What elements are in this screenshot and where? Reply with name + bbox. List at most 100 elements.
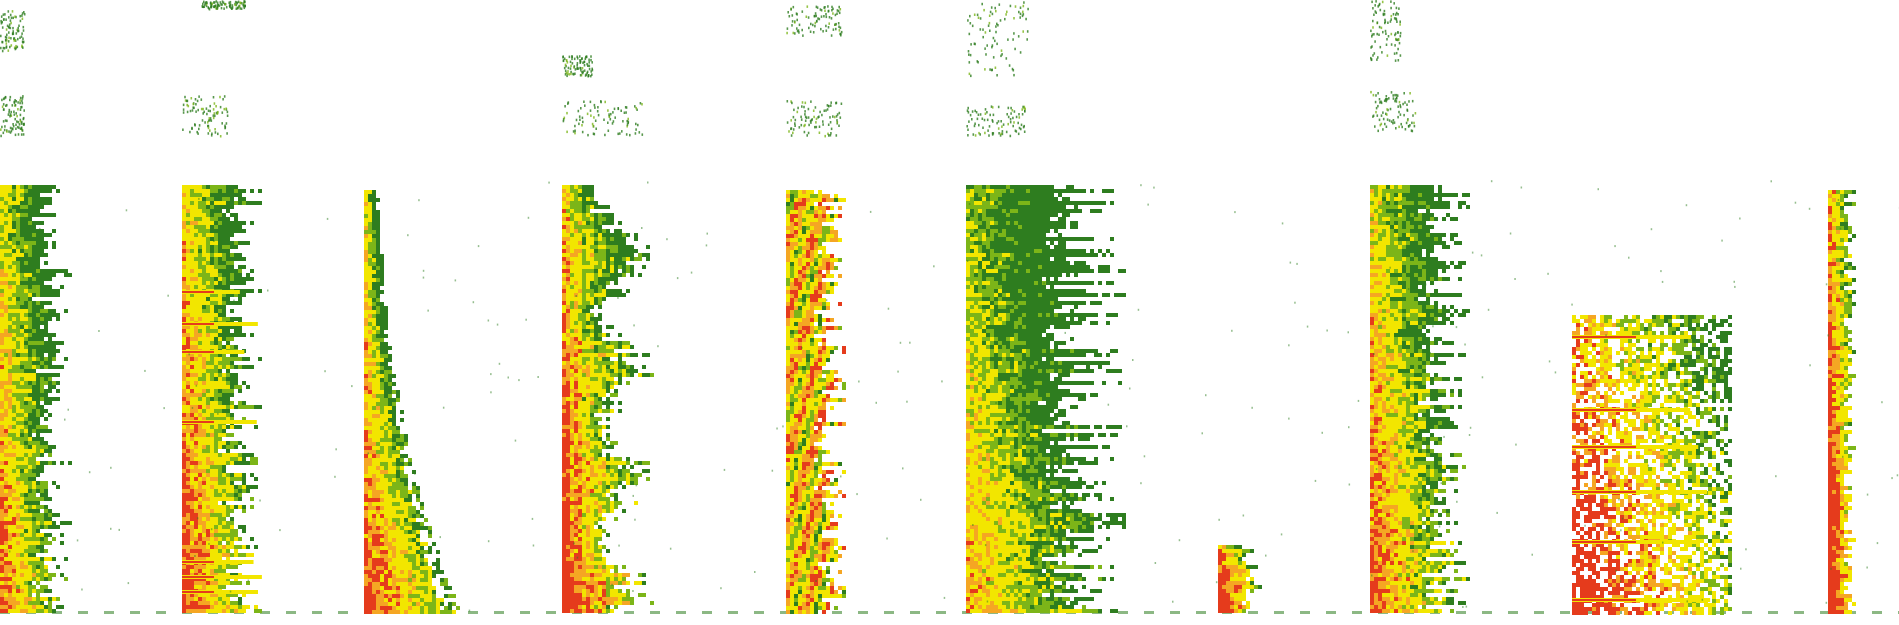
spectro-cell	[4, 481, 8, 485]
spectro-cell	[48, 577, 52, 581]
spectro-cell	[8, 365, 12, 369]
spectro-cell	[12, 193, 16, 197]
spectro-cell	[202, 521, 206, 525]
spectro-cell	[230, 273, 234, 277]
upper-band-speck	[19, 113, 22, 117]
spectro-cell	[226, 541, 230, 545]
spectro-cell	[230, 497, 234, 501]
spectro-cell	[424, 590, 428, 594]
spectro-cell	[376, 554, 380, 558]
spectro-cell	[36, 513, 40, 517]
spectro-cell	[16, 221, 20, 225]
spectro-cell	[182, 309, 186, 313]
spectro-cell	[52, 273, 56, 277]
spectro-cell	[452, 602, 456, 606]
spectro-cell	[8, 377, 12, 381]
spectro-cell	[222, 593, 226, 597]
spectro-cell	[396, 570, 400, 574]
upper-band-speck	[641, 133, 644, 136]
spectro-cell	[396, 454, 400, 458]
spectro-cell	[0, 221, 4, 225]
spectro-cell	[32, 337, 36, 341]
spectro-cell	[226, 401, 230, 405]
spectro-cell	[210, 457, 214, 461]
spectro-cell	[412, 558, 416, 562]
spectro-cell	[194, 353, 198, 357]
spectro-cell	[48, 293, 52, 297]
spectro-cell	[562, 257, 566, 261]
spectro-cell	[380, 458, 384, 462]
spectro-cell	[218, 525, 222, 529]
spectro-cell	[4, 541, 8, 545]
spectro-cell	[380, 606, 384, 610]
spectro-cell	[8, 465, 12, 469]
spectro-cell	[412, 586, 416, 590]
spectro-cell	[218, 345, 222, 349]
spectro-cell	[32, 597, 36, 601]
spectro-cell	[194, 361, 198, 365]
spectro-cell	[202, 601, 206, 605]
spectro-cell	[206, 501, 210, 505]
spectro-cell	[52, 573, 56, 577]
spectro-cell	[32, 421, 36, 425]
spectro-cell	[388, 450, 392, 454]
upper-band-speck	[20, 106, 22, 109]
spectro-cell	[234, 545, 238, 549]
spectro-cell	[408, 562, 412, 566]
spectro-cell	[182, 537, 186, 541]
spectro-cell	[400, 578, 404, 582]
upper-band-speck	[22, 133, 25, 136]
spectro-cell	[590, 193, 594, 197]
spectro-cell	[218, 569, 222, 573]
spectro-cell	[8, 353, 12, 357]
spectro-cell	[412, 610, 416, 614]
spectro-cell	[202, 313, 206, 317]
spectro-cell	[206, 605, 210, 609]
spectro-cell	[380, 330, 384, 334]
spectro-cell	[190, 209, 194, 213]
spectro-cell	[388, 602, 392, 606]
spectro-cell	[222, 253, 226, 257]
spectro-cell	[602, 237, 606, 241]
spectro-cell	[206, 313, 210, 317]
spectro-cell	[210, 357, 214, 361]
spectro-cell	[384, 586, 388, 590]
spectro-cell	[32, 277, 36, 281]
spectro-cell	[230, 333, 234, 337]
spectro-cell	[602, 261, 606, 265]
spectro-cell	[368, 242, 372, 246]
spectro-cell	[202, 217, 206, 221]
spectro-cell	[238, 609, 242, 613]
spectro-cell	[226, 333, 230, 337]
upper-band-speck	[214, 114, 216, 118]
spectro-cell	[364, 242, 368, 246]
spectro-cell	[380, 322, 384, 326]
spectro-cell	[8, 257, 12, 261]
spectro-cell	[218, 529, 222, 533]
spectro-cell	[16, 329, 20, 333]
spectro-cell	[40, 317, 44, 321]
spectro-cell	[586, 249, 590, 253]
upper-band-speck	[569, 60, 572, 64]
spectro-cell	[182, 209, 186, 213]
spectro-cell	[24, 429, 28, 433]
spectro-cell	[646, 245, 650, 249]
spectro-cell	[372, 590, 376, 594]
spectro-cell	[194, 453, 198, 457]
spectro-cell	[226, 281, 230, 285]
spectro-cell	[388, 358, 392, 362]
upper-band-speck	[8, 31, 10, 34]
spectro-cell	[392, 450, 396, 454]
spectro-cell	[606, 289, 610, 293]
spectro-cell	[32, 469, 36, 473]
spectro-cell	[202, 477, 206, 481]
spectro-cell	[234, 497, 238, 501]
upper-band-speck	[563, 57, 566, 60]
spectro-cell	[16, 537, 20, 541]
spectro-cell	[36, 505, 40, 509]
spectro-cell	[186, 345, 190, 349]
spectro-cell	[24, 229, 28, 233]
upper-band-speck	[201, 119, 204, 122]
spectro-cell	[16, 313, 20, 317]
spectro-cell	[190, 537, 194, 541]
